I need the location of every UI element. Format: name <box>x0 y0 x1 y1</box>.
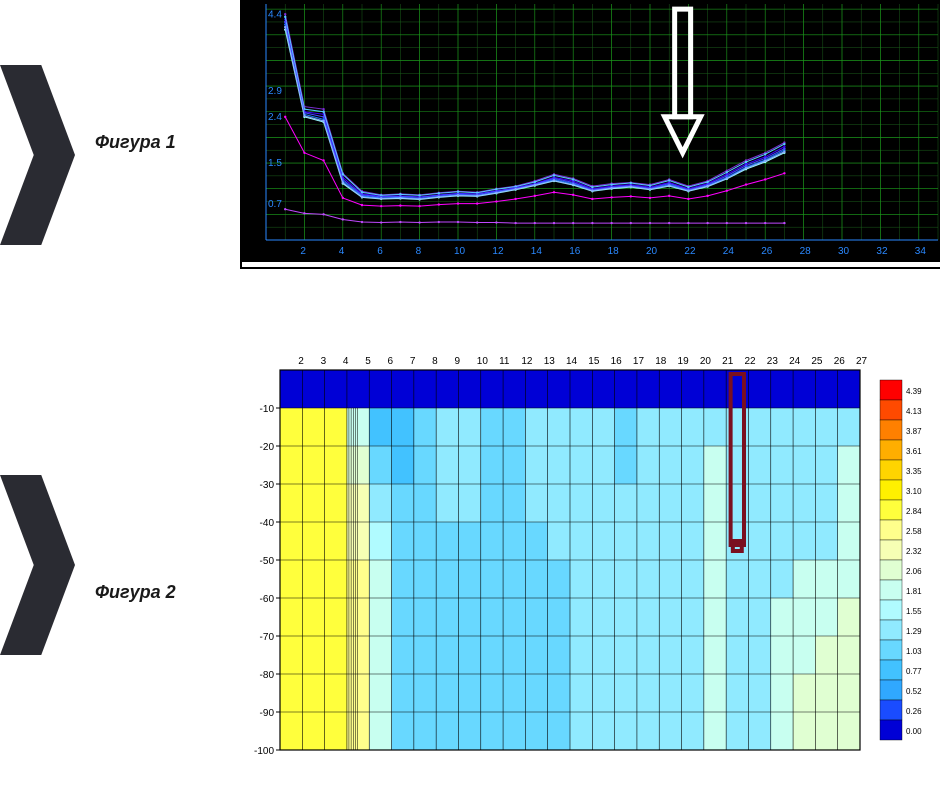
svg-text:2.4: 2.4 <box>268 112 282 123</box>
svg-text:3: 3 <box>321 356 327 367</box>
svg-text:5: 5 <box>365 356 371 367</box>
svg-text:-40: -40 <box>260 518 275 529</box>
svg-text:6: 6 <box>377 246 383 257</box>
svg-text:1.81: 1.81 <box>906 587 922 596</box>
svg-text:1.03: 1.03 <box>906 647 922 656</box>
figure-2-label: Фигура 2 <box>95 582 176 603</box>
svg-text:7: 7 <box>410 356 416 367</box>
svg-text:18: 18 <box>608 246 620 257</box>
svg-text:12: 12 <box>521 356 533 367</box>
svg-text:2.32: 2.32 <box>906 547 922 556</box>
svg-text:1.55: 1.55 <box>906 607 922 616</box>
svg-text:21: 21 <box>722 356 734 367</box>
figure-2-heatmap: 2345678910111213141516171819202122232425… <box>240 350 940 770</box>
svg-text:-90: -90 <box>260 708 275 719</box>
svg-text:34: 34 <box>915 246 927 257</box>
svg-text:10: 10 <box>477 356 489 367</box>
svg-text:9: 9 <box>454 356 460 367</box>
svg-text:26: 26 <box>834 356 846 367</box>
svg-text:0.00: 0.00 <box>906 727 922 736</box>
decor-pointer-1 <box>0 65 75 245</box>
svg-text:16: 16 <box>611 356 623 367</box>
svg-text:3.61: 3.61 <box>906 447 922 456</box>
svg-text:18: 18 <box>655 356 667 367</box>
svg-text:2.58: 2.58 <box>906 527 922 536</box>
svg-text:4.39: 4.39 <box>906 387 922 396</box>
decor-pointer-2 <box>0 475 75 655</box>
line-chart-svg: 0.71.52.42.94.42468101214161820222426283… <box>242 2 940 262</box>
svg-text:12: 12 <box>492 246 504 257</box>
svg-text:0.77: 0.77 <box>906 667 922 676</box>
svg-text:1.29: 1.29 <box>906 627 922 636</box>
svg-text:-60: -60 <box>260 594 275 605</box>
svg-text:3.35: 3.35 <box>906 467 922 476</box>
figure-1-line-chart: 0.71.52.42.94.42468101214161820222426283… <box>240 0 940 269</box>
svg-text:8: 8 <box>432 356 438 367</box>
svg-text:2.84: 2.84 <box>906 507 922 516</box>
svg-text:4.4: 4.4 <box>268 9 282 20</box>
svg-text:25: 25 <box>811 356 823 367</box>
svg-text:14: 14 <box>531 246 543 257</box>
svg-text:14: 14 <box>566 356 578 367</box>
svg-text:4: 4 <box>343 356 349 367</box>
svg-text:-80: -80 <box>260 670 275 681</box>
chevron-right-shape <box>0 475 75 655</box>
svg-text:4: 4 <box>339 246 345 257</box>
svg-text:-10: -10 <box>260 404 275 415</box>
svg-text:27: 27 <box>856 356 868 367</box>
svg-text:13: 13 <box>544 356 556 367</box>
svg-text:0.52: 0.52 <box>906 687 922 696</box>
svg-text:22: 22 <box>684 246 696 257</box>
svg-text:30: 30 <box>838 246 850 257</box>
svg-text:26: 26 <box>761 246 773 257</box>
svg-text:17: 17 <box>633 356 645 367</box>
heatmap-svg: 2345678910111213141516171819202122232425… <box>240 350 940 770</box>
svg-text:2: 2 <box>298 356 304 367</box>
svg-text:3.87: 3.87 <box>906 427 922 436</box>
svg-text:23: 23 <box>767 356 779 367</box>
svg-text:-100: -100 <box>254 746 274 757</box>
svg-text:19: 19 <box>678 356 690 367</box>
svg-text:11: 11 <box>499 356 510 367</box>
svg-text:-30: -30 <box>260 480 275 491</box>
svg-text:-50: -50 <box>260 556 275 567</box>
svg-text:2: 2 <box>300 246 306 257</box>
svg-text:0.26: 0.26 <box>906 707 922 716</box>
svg-text:3.10: 3.10 <box>906 487 922 496</box>
svg-text:15: 15 <box>588 356 600 367</box>
svg-text:16: 16 <box>569 246 581 257</box>
svg-text:22: 22 <box>744 356 756 367</box>
svg-text:0.7: 0.7 <box>268 199 282 210</box>
svg-text:24: 24 <box>789 356 801 367</box>
svg-text:20: 20 <box>646 246 658 257</box>
svg-text:2.9: 2.9 <box>268 86 282 97</box>
svg-text:2.06: 2.06 <box>906 567 922 576</box>
svg-text:20: 20 <box>700 356 712 367</box>
svg-text:24: 24 <box>723 246 735 257</box>
svg-text:6: 6 <box>388 356 394 367</box>
svg-text:-70: -70 <box>260 632 275 643</box>
svg-text:-20: -20 <box>260 442 275 453</box>
svg-text:28: 28 <box>800 246 812 257</box>
svg-text:8: 8 <box>416 246 422 257</box>
svg-text:1.5: 1.5 <box>268 158 282 169</box>
svg-text:32: 32 <box>876 246 888 257</box>
chevron-right-shape <box>0 65 75 245</box>
svg-text:4.13: 4.13 <box>906 407 922 416</box>
svg-text:10: 10 <box>454 246 466 257</box>
figure-1-label: Фигура 1 <box>95 132 176 153</box>
